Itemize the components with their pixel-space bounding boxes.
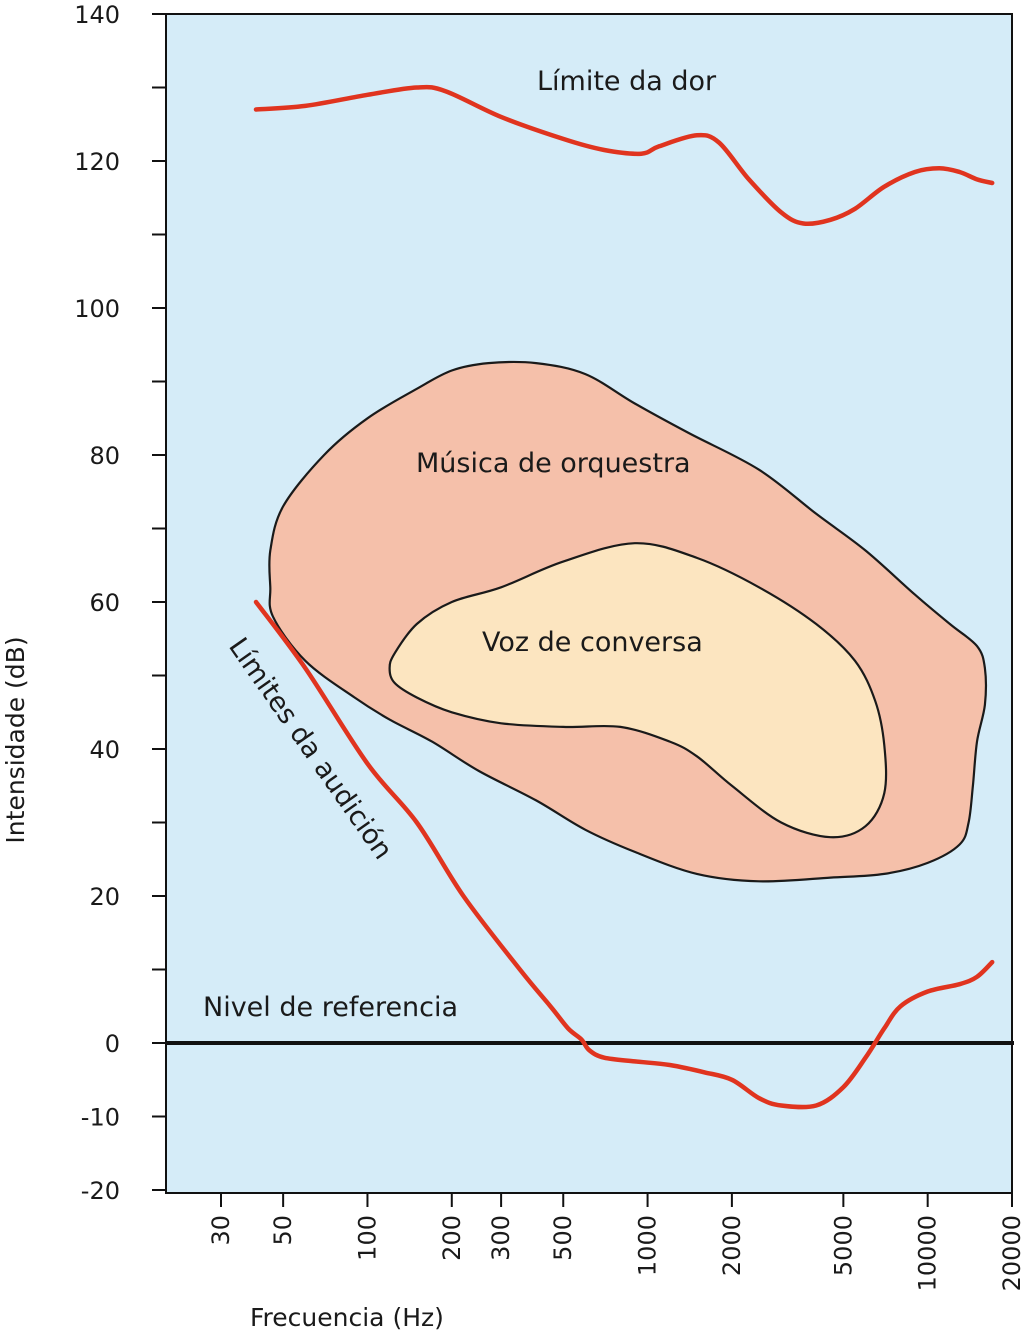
x-tick-label: 300 xyxy=(487,1215,515,1261)
y-tick-label: 40 xyxy=(89,736,120,764)
y-tick-label: -20 xyxy=(81,1177,120,1205)
y-tick-label: 100 xyxy=(74,295,120,323)
reference-level-label: Nivel de referencia xyxy=(203,992,458,1023)
x-tick-label: 2000 xyxy=(718,1215,746,1276)
y-tick-label: -10 xyxy=(81,1104,120,1132)
y-tick-label: 80 xyxy=(89,442,120,470)
x-tick-label: 5000 xyxy=(829,1215,857,1276)
orchestra-label: Música de orquestra xyxy=(416,448,691,479)
threshold-lines-group xyxy=(166,84,1014,1110)
x-tick-label: 30 xyxy=(207,1215,235,1246)
speech-region xyxy=(388,542,888,839)
hearing-threshold-line xyxy=(253,599,995,1110)
x-tick-label: 100 xyxy=(353,1215,381,1261)
pain-threshold-line xyxy=(253,84,995,227)
regions-group xyxy=(268,360,987,883)
x-axis-title: Frecuencia (Hz) xyxy=(250,1303,444,1332)
x-tick-label: 200 xyxy=(438,1215,466,1261)
y-tick-label: 60 xyxy=(89,589,120,617)
x-tick-label: 50 xyxy=(269,1215,297,1246)
y-tick-label: 20 xyxy=(89,883,120,911)
y-tick-label: 140 xyxy=(74,1,120,29)
x-tick-label: 20000 xyxy=(998,1215,1024,1291)
x-tick-label: 500 xyxy=(549,1215,577,1261)
speech-label: Voz de conversa xyxy=(482,627,703,658)
y-tick-label: 120 xyxy=(74,148,120,176)
y-axis-title: Intensidade (dB) xyxy=(1,636,30,843)
x-tick-label: 10000 xyxy=(914,1215,942,1291)
y-tick-label: 0 xyxy=(105,1030,120,1058)
pain-threshold-label: Límite da dor xyxy=(537,66,717,97)
x-tick-label: 1000 xyxy=(634,1215,662,1276)
